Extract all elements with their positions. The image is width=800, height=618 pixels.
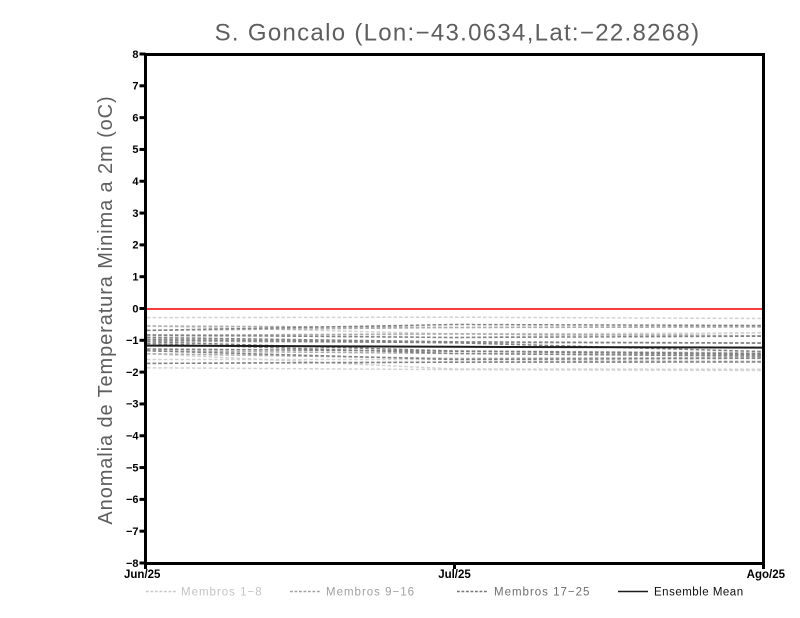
svg-text:−8: −8	[126, 558, 139, 570]
svg-text:1: 1	[132, 271, 138, 283]
svg-text:6: 6	[132, 112, 138, 124]
svg-text:Membros 17−25: Membros 17−25	[494, 587, 590, 599]
svg-text:−4: −4	[126, 431, 139, 443]
svg-text:Jun/25: Jun/25	[124, 569, 161, 581]
svg-text:Anomalia de Temperatura Minima: Anomalia de Temperatura Minima a 2m (oC)	[95, 95, 117, 524]
svg-text:4: 4	[132, 176, 139, 188]
svg-text:0: 0	[132, 303, 138, 315]
svg-text:7: 7	[132, 81, 138, 93]
svg-text:2: 2	[132, 240, 138, 252]
svg-text:Jul/25: Jul/25	[438, 569, 471, 581]
svg-text:−1: −1	[126, 335, 139, 347]
svg-text:Membros 1−8: Membros 1−8	[181, 587, 263, 599]
svg-text:8: 8	[132, 49, 138, 61]
svg-text:−6: −6	[126, 494, 139, 506]
svg-text:Membros 9−16: Membros 9−16	[326, 587, 415, 599]
svg-text:−5: −5	[126, 462, 139, 474]
svg-text:S. Goncalo (Lon:−43.0634,Lat:−: S. Goncalo (Lon:−43.0634,Lat:−22.8268)	[215, 20, 701, 47]
svg-text:Ensemble Mean: Ensemble Mean	[654, 587, 744, 599]
svg-text:5: 5	[132, 144, 138, 156]
svg-text:3: 3	[132, 208, 138, 220]
svg-text:−2: −2	[126, 367, 139, 379]
svg-text:−7: −7	[126, 526, 139, 538]
svg-text:Ago/25: Ago/25	[747, 569, 786, 581]
svg-text:−3: −3	[126, 399, 139, 411]
